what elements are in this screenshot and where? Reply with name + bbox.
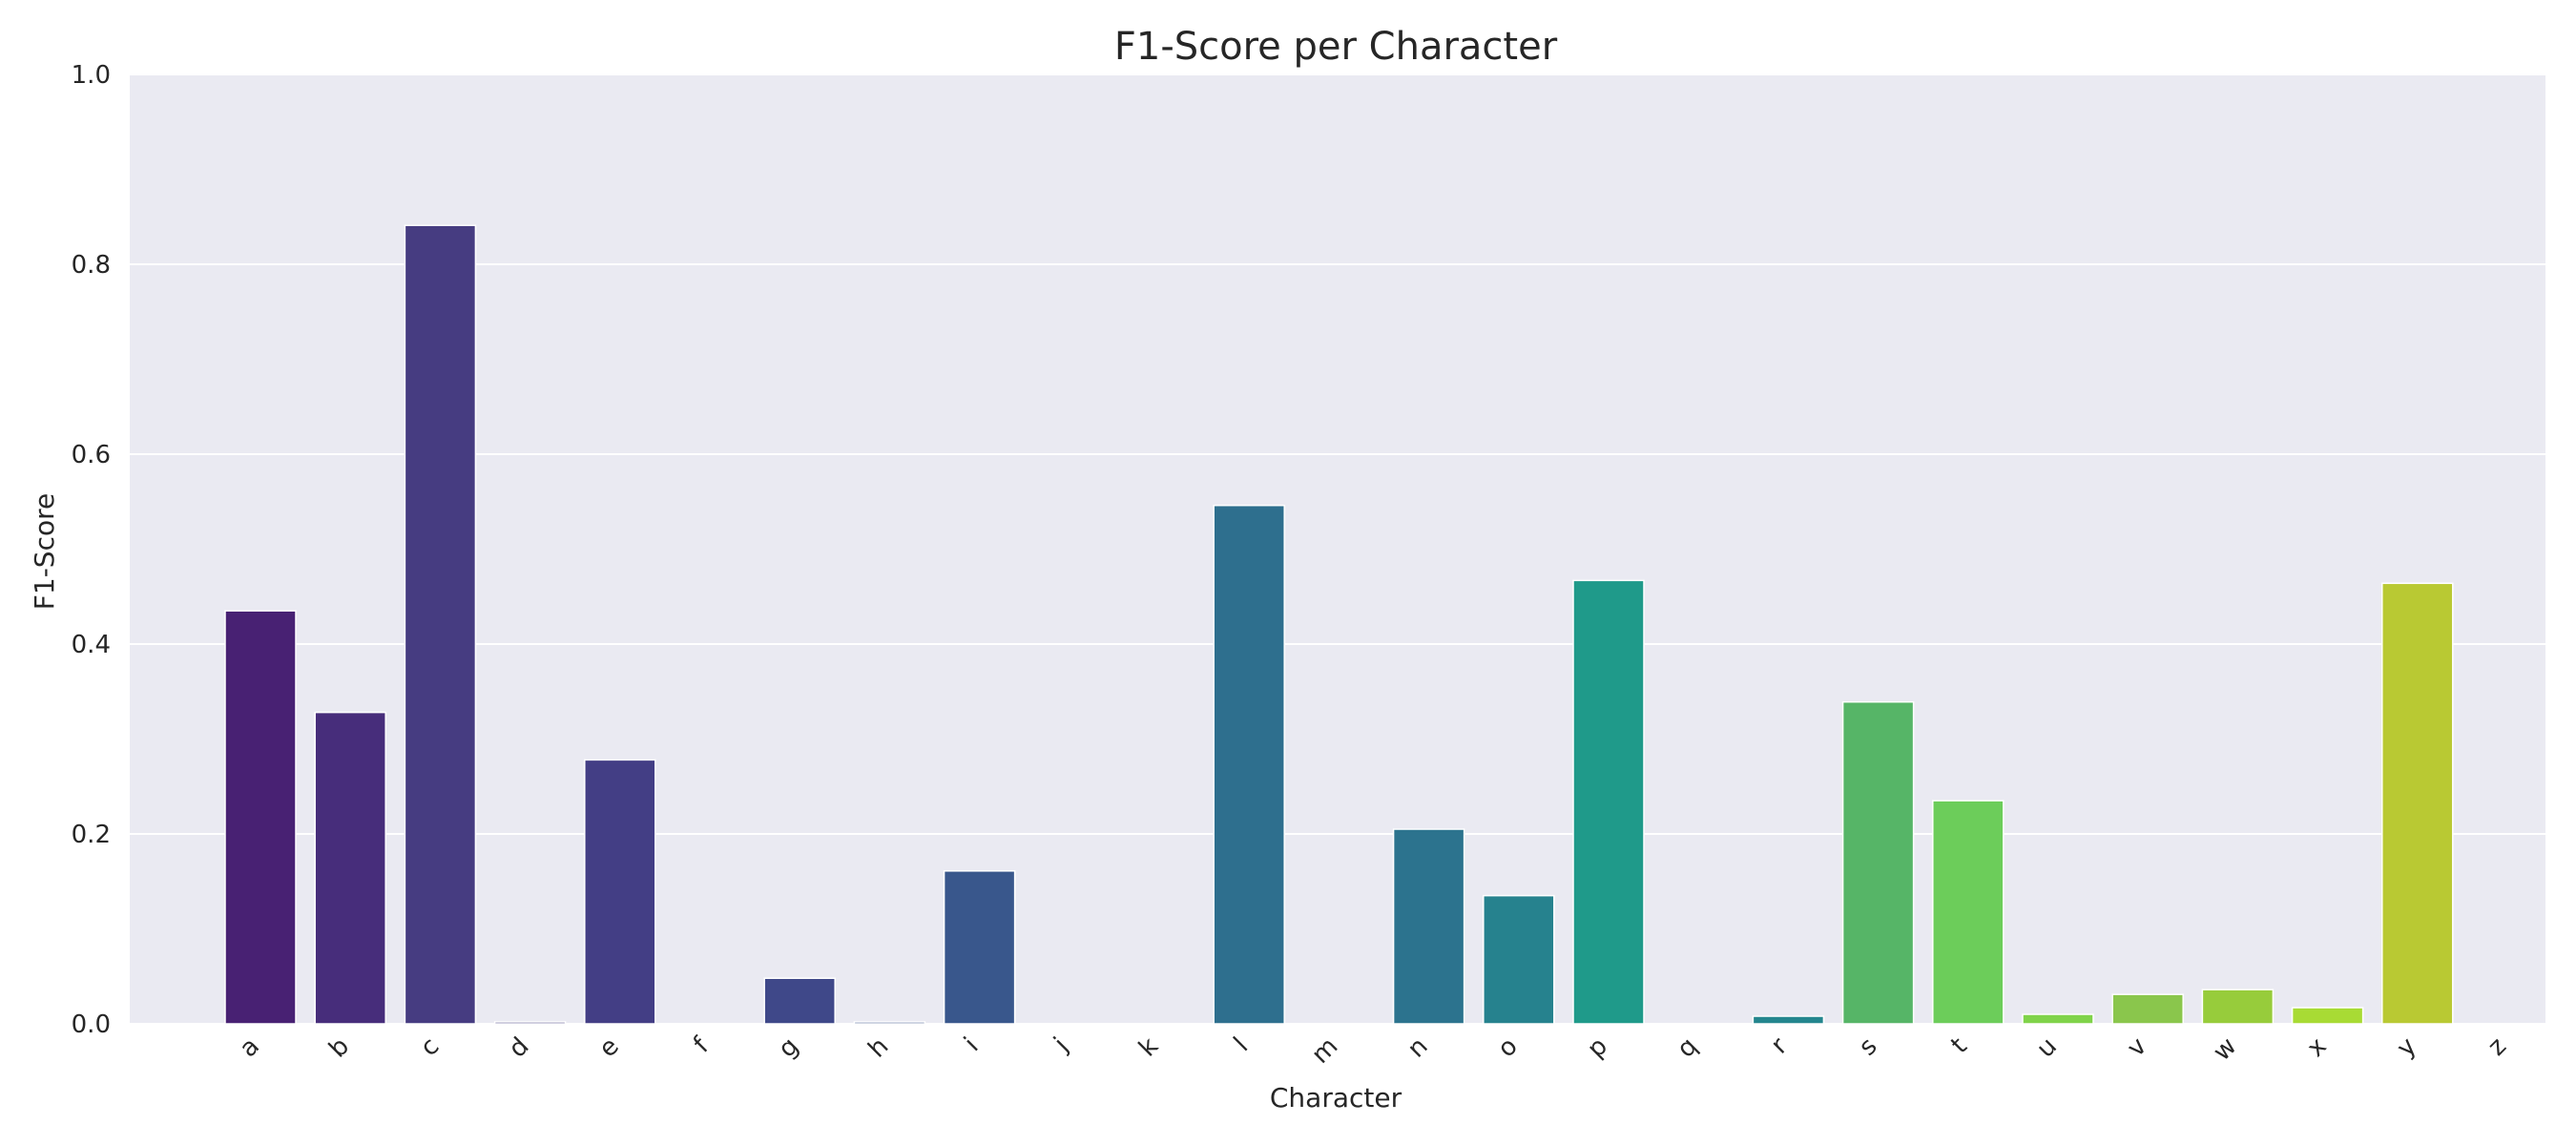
x-tick-label-i: i xyxy=(959,1032,984,1057)
bar-e xyxy=(584,759,656,1025)
y-tick-label: 0.0 xyxy=(72,1010,111,1039)
x-tick-label-t: t xyxy=(1945,1032,1972,1059)
y-tick-label: 0.8 xyxy=(72,251,111,280)
x-tick-label-y: y xyxy=(2392,1032,2422,1063)
y-tick-label: 0.6 xyxy=(72,441,111,469)
y-tick-label: 1.0 xyxy=(72,61,111,90)
y-tick-label: 0.4 xyxy=(72,631,111,659)
x-tick-label-l: l xyxy=(1229,1032,1254,1057)
bar-o xyxy=(1483,894,1555,1025)
x-tick-label-f: f xyxy=(688,1031,715,1058)
y-axis-label: F1-Score xyxy=(29,493,60,610)
bar-l xyxy=(1213,504,1285,1025)
bars xyxy=(224,224,2454,1025)
x-tick-label-x: x xyxy=(2301,1032,2332,1063)
x-tick-label-k: k xyxy=(1133,1032,1164,1063)
bar-n xyxy=(1392,828,1465,1025)
x-tick-label-p: p xyxy=(1582,1032,1613,1064)
x-tick-label-h: h xyxy=(862,1032,894,1064)
x-tick-label-s: s xyxy=(1854,1032,1883,1062)
bar-x xyxy=(2291,1007,2364,1025)
x-tick-label-z: z xyxy=(2483,1032,2512,1062)
x-tick-label-c: c xyxy=(415,1032,445,1062)
x-tick-label-g: g xyxy=(773,1032,804,1064)
bar-y xyxy=(2381,582,2454,1025)
bar-w xyxy=(2201,989,2275,1025)
x-tick-label-a: a xyxy=(234,1032,264,1063)
plot-area xyxy=(130,74,2545,1024)
bar-d xyxy=(493,1021,567,1025)
x-tick-label-r: r xyxy=(1766,1032,1794,1060)
bar-g xyxy=(763,977,836,1025)
chart-title: F1-Score per Character xyxy=(1114,25,1558,69)
x-tick-labels: a b c d e f g h i j k l m n o p q r s t u v w x y z xyxy=(234,1031,2511,1070)
bar-t xyxy=(1932,800,2005,1025)
x-tick-label-j: j xyxy=(1049,1032,1074,1058)
x-tick-label-q: q xyxy=(1672,1032,1703,1064)
x-tick-label-u: u xyxy=(2031,1032,2063,1064)
bar-p xyxy=(1572,579,1645,1025)
x-tick-label-e: e xyxy=(593,1032,625,1064)
x-tick-label-w: w xyxy=(2208,1032,2242,1067)
x-tick-label-d: d xyxy=(504,1032,535,1064)
bar-u xyxy=(2022,1013,2094,1025)
bar-c xyxy=(404,224,477,1025)
bar-h xyxy=(853,1021,926,1025)
bar-s xyxy=(1841,700,1915,1025)
x-axis-label: Character xyxy=(1270,1082,1402,1114)
x-tick-label-v: v xyxy=(2122,1032,2152,1063)
y-tick-labels: 0.0 0.2 0.4 0.6 0.8 1.0 xyxy=(72,61,111,1039)
x-tick-label-b: b xyxy=(323,1032,355,1064)
bar-r xyxy=(1752,1015,1825,1025)
bar-i xyxy=(943,870,1016,1025)
x-tick-label-m: m xyxy=(1306,1032,1343,1070)
x-tick-label-n: n xyxy=(1402,1032,1434,1064)
bar-a xyxy=(224,610,297,1025)
y-tick-label: 0.2 xyxy=(72,821,111,849)
bar-b xyxy=(314,711,386,1025)
bar-v xyxy=(2111,993,2184,1025)
x-tick-label-o: o xyxy=(1492,1032,1523,1063)
